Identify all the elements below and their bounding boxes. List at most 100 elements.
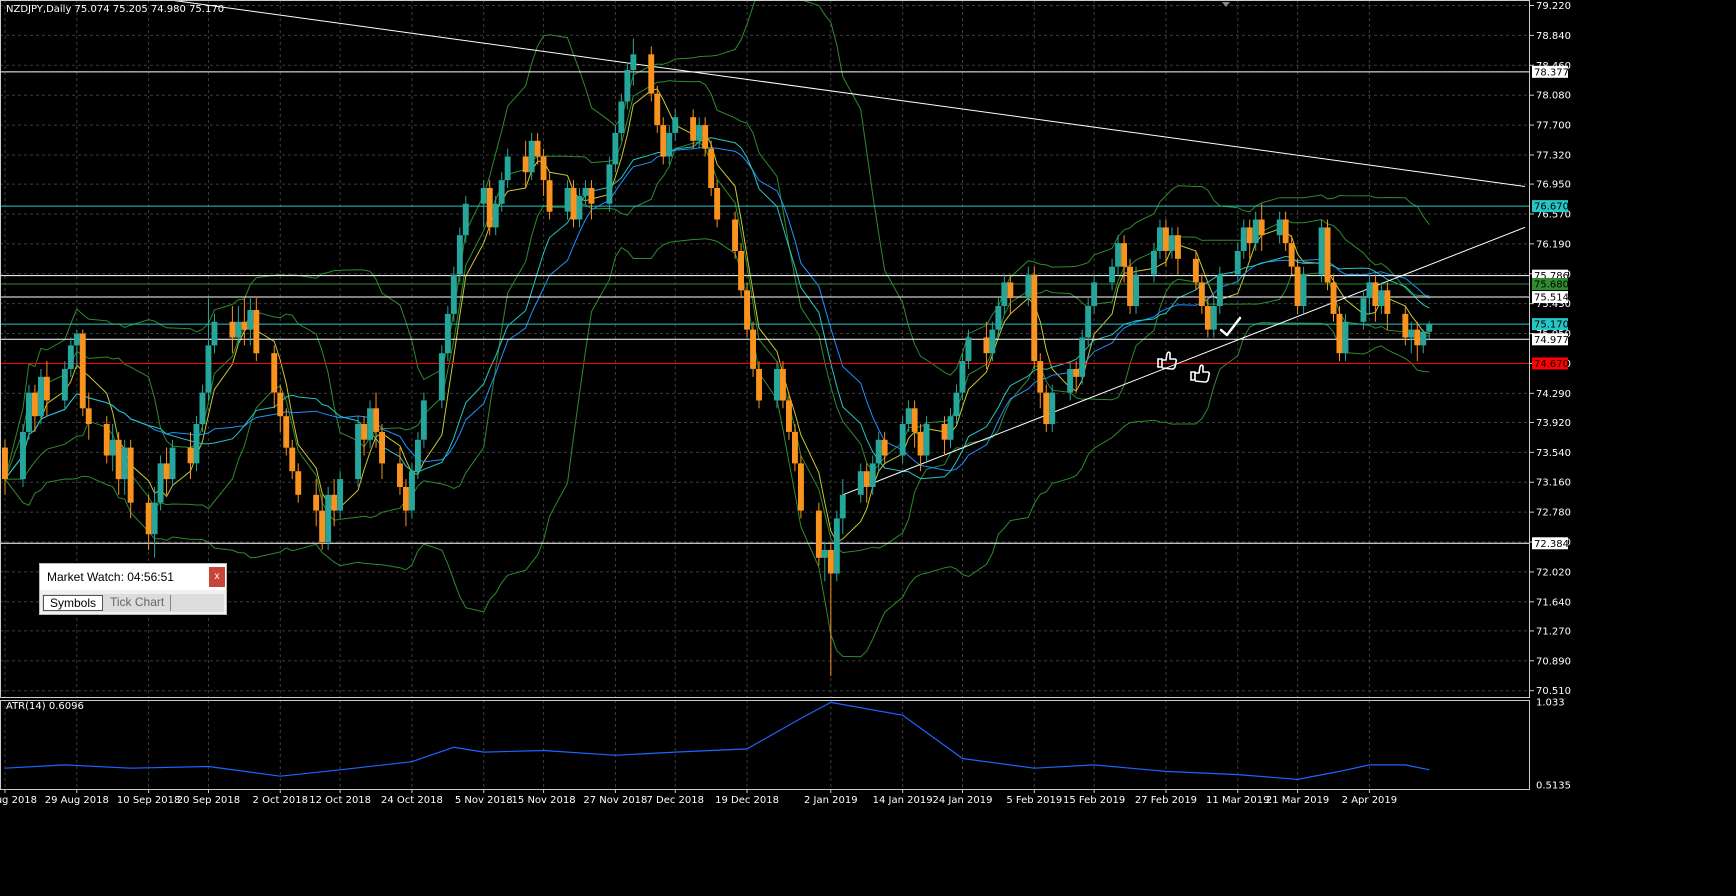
x-tick-label: 29 Aug 2018 xyxy=(45,795,109,806)
x-tick-label: 14 Jan 2019 xyxy=(873,795,933,806)
price-tag-label: 74.977 xyxy=(1534,335,1569,346)
x-tick-label: 2 Apr 2019 xyxy=(1342,795,1397,806)
market-watch-title-bar[interactable]: Market Watch: 04:56:51 x xyxy=(40,564,226,590)
candle-body xyxy=(480,188,487,204)
candle-body xyxy=(863,471,870,487)
candle-body xyxy=(911,408,918,432)
candle-body xyxy=(612,132,619,165)
market-watch-window[interactable]: Market Watch: 04:56:51 x Symbols Tick Ch… xyxy=(39,563,227,615)
candle-body xyxy=(1025,274,1032,299)
candle-body xyxy=(211,321,218,346)
candle-body xyxy=(1378,290,1385,306)
tab-tick-chart[interactable]: Tick Chart xyxy=(104,595,172,611)
y-tick-label: 73.540 xyxy=(1536,448,1571,459)
candle-body xyxy=(1366,282,1373,299)
chart-frame xyxy=(0,0,1530,790)
candle-body xyxy=(486,188,493,228)
candle-body xyxy=(462,203,469,236)
candle-body xyxy=(504,156,511,181)
y-tick-label: 73.920 xyxy=(1536,418,1571,429)
candlesticks xyxy=(2,38,1433,676)
candle-body xyxy=(582,188,589,196)
atr-tick-label: 0.5135 xyxy=(1536,781,1571,792)
candle-body xyxy=(1073,369,1080,377)
candle-body xyxy=(235,321,242,338)
candle-body xyxy=(85,408,92,424)
candle-body xyxy=(618,101,625,133)
candle-body xyxy=(1151,251,1157,275)
candle-body xyxy=(355,424,361,480)
candle-body xyxy=(738,251,744,291)
candle-body xyxy=(43,376,50,401)
candle-body xyxy=(271,353,278,393)
y-tick-label: 76.570 xyxy=(1536,209,1571,220)
candle-body xyxy=(193,424,200,464)
candle-body xyxy=(1318,227,1325,275)
candle-body xyxy=(313,494,320,511)
x-tick-label: 20 Sep 2018 xyxy=(177,795,240,806)
candle-body xyxy=(20,431,26,480)
candle-body xyxy=(672,117,679,133)
x-tick-label: 11 Mar 2019 xyxy=(1206,795,1269,806)
tab-symbols[interactable]: Symbols xyxy=(43,595,104,611)
candle-body xyxy=(1198,282,1205,306)
y-tick-label: 71.640 xyxy=(1536,597,1571,608)
indicator-title: ATR(14) 0.6096 xyxy=(6,701,84,712)
candle-body xyxy=(786,400,792,432)
candle-body xyxy=(247,310,254,330)
candle-body xyxy=(953,392,960,417)
candle-body xyxy=(492,203,499,228)
candle-body xyxy=(67,345,74,369)
candle-body xyxy=(815,510,822,558)
x-tick-label: 19 Dec 2018 xyxy=(715,795,779,806)
candle-body xyxy=(522,156,529,173)
candle-body xyxy=(295,471,302,495)
candle-body xyxy=(606,164,613,204)
candle-body xyxy=(1115,243,1121,267)
candle-body xyxy=(438,353,445,401)
market-watch-title: Market Watch: 04:56:51 xyxy=(47,570,174,584)
candle-body xyxy=(109,439,116,456)
candle-body xyxy=(756,369,762,401)
candle-body xyxy=(696,125,703,141)
candle-body xyxy=(839,494,846,519)
candle-body xyxy=(1300,274,1307,307)
candle-body xyxy=(564,188,571,212)
x-tick-label: 15 Nov 2018 xyxy=(512,795,576,806)
candle-body xyxy=(127,447,134,503)
price-tag-bg xyxy=(1532,65,1568,78)
candle-body xyxy=(1408,329,1415,338)
candle-body xyxy=(163,463,170,480)
candle-body xyxy=(289,447,296,472)
atr-panel xyxy=(4,701,1430,781)
candle-body xyxy=(540,156,547,181)
y-tick-label: 73.160 xyxy=(1536,478,1571,489)
candle-body xyxy=(1420,331,1427,346)
candle-body xyxy=(169,447,176,480)
close-button[interactable]: x xyxy=(209,567,225,587)
candle-body xyxy=(450,274,457,314)
candle-body xyxy=(995,306,1002,330)
candle-body xyxy=(1234,251,1241,275)
candle-body xyxy=(205,345,212,393)
horizontal-levels xyxy=(0,71,1530,544)
candle-body xyxy=(498,180,505,204)
candle-body xyxy=(1336,313,1343,354)
y-tick-label: 77.700 xyxy=(1536,121,1571,132)
candle-body xyxy=(1133,274,1139,307)
x-tick-label: 5 Nov 2018 xyxy=(455,795,513,806)
candle-body xyxy=(875,439,882,464)
candle-body xyxy=(827,549,834,574)
candle-body xyxy=(570,188,577,220)
y-tick-label: 70.510 xyxy=(1536,686,1571,697)
candle-body xyxy=(774,369,780,401)
price-tag-bg xyxy=(1532,318,1568,331)
candle-body xyxy=(1163,227,1169,251)
candle-body xyxy=(325,494,332,542)
x-tick-label: 7 Dec 2018 xyxy=(646,795,704,806)
candle-body xyxy=(145,502,152,535)
x-tick-label: 2 Jan 2019 xyxy=(804,795,858,806)
bollinger-upper-line xyxy=(4,0,1430,480)
